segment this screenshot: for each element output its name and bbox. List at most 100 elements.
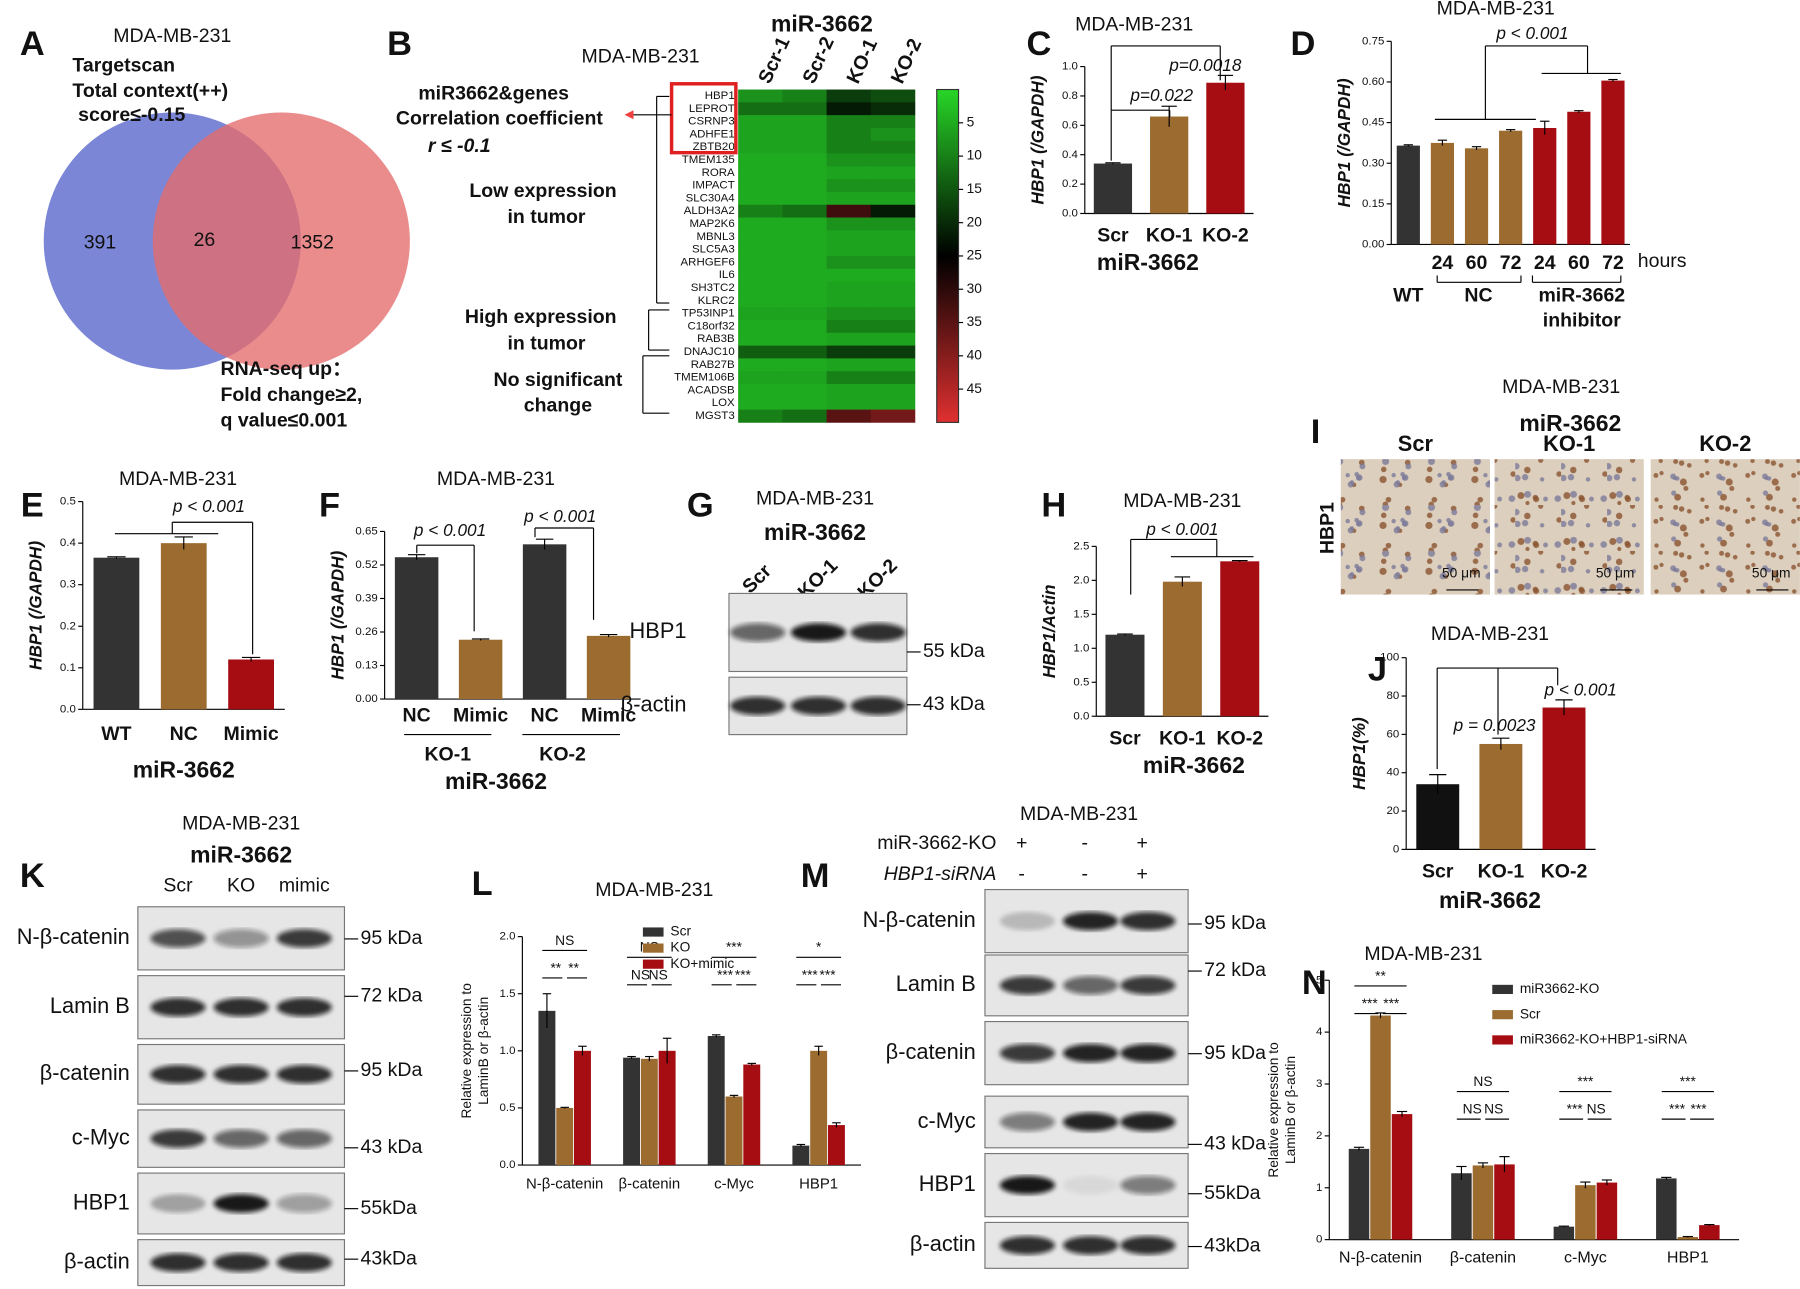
heatmap-cell <box>826 345 872 359</box>
blot-band <box>150 1194 206 1213</box>
y-axis-label: LaminB or β-actin <box>1283 1056 1298 1164</box>
heatmap-cell <box>782 294 827 308</box>
size-marker: 43kDa <box>361 1247 418 1269</box>
heatmap-cell <box>870 140 916 154</box>
x-tick-label: Mimic <box>453 704 508 726</box>
legend-swatch <box>642 959 664 969</box>
heatmap-annotation: change <box>524 394 592 416</box>
colorbar-tick-label: 15 <box>967 181 983 196</box>
heatmap-annotation: in tumor <box>507 206 585 228</box>
blot-row-label: β-catenin <box>40 1060 130 1085</box>
heatmap-cell <box>738 319 783 334</box>
y-axis-label: HBP1 (/GAPDH) <box>25 541 45 670</box>
legend-label: miR3662-KO+HBP1-siRNA <box>1520 1032 1688 1047</box>
legend-swatch <box>642 943 664 953</box>
heatmap-cell <box>826 358 872 372</box>
panel-letter: I <box>1311 413 1321 451</box>
blot-band <box>213 1065 269 1084</box>
significance-label: NS <box>1484 1102 1503 1117</box>
y-tick-label: 0.0 <box>1062 208 1078 220</box>
venn-right-label: q value≤0.001 <box>220 409 347 431</box>
heatmap-cell <box>738 255 783 270</box>
gene-label: RAB3B <box>697 333 735 345</box>
bar <box>1162 581 1202 717</box>
heatmap-cell <box>782 268 827 282</box>
blot-row-label: c-Myc <box>918 1108 976 1133</box>
y-tick-label: 1.5 <box>1073 608 1089 620</box>
scale-label: 50 μm <box>1596 566 1635 581</box>
y-tick-label: 0.60 <box>1362 76 1384 88</box>
heatmap-cell <box>782 358 827 372</box>
heatmap-cell <box>826 319 872 334</box>
blot-band <box>1062 911 1119 931</box>
x-tick-label: Mimic <box>223 723 278 745</box>
significance-label: p < 0.001 <box>1145 519 1218 539</box>
x-axis-unit: hours <box>1638 250 1687 272</box>
blot-band <box>276 1129 332 1148</box>
panel-letter: E <box>21 486 44 524</box>
heatmap-cell <box>782 307 827 321</box>
condition-label: miR-3662-KO <box>877 832 996 854</box>
panel-letter: B <box>387 25 412 63</box>
lane-label: KO <box>227 874 255 896</box>
blot-row-label: HBP1 <box>630 618 687 643</box>
ihc-image <box>1650 459 1800 595</box>
colorbar-tick-label: 30 <box>967 281 983 296</box>
significance-label: p=0.022 <box>1129 85 1193 105</box>
y-tick-label: 0.5 <box>500 1102 516 1114</box>
heatmap-cell <box>870 307 916 321</box>
bar <box>574 1050 591 1166</box>
significance-label: p < 0.001 <box>1495 23 1568 43</box>
condition-sign: - <box>1082 863 1089 885</box>
blot-subtitle: miR-3662 <box>190 841 292 867</box>
significance-label: *** <box>1669 1102 1686 1117</box>
y-axis-label: HBP1(%) <box>1349 717 1369 790</box>
heatmap-cell <box>826 409 872 423</box>
heatmap-cell <box>738 345 783 359</box>
ihc-column-label: KO-2 <box>1699 431 1751 456</box>
gene-label: MGST3 <box>695 410 735 422</box>
bar <box>1370 1015 1391 1240</box>
x-axis-label: miR-3662 <box>445 768 547 794</box>
y-tick-label: 0.8 <box>1062 90 1078 102</box>
condition-label: HBP1-siRNA <box>884 863 997 885</box>
significance-label: *** <box>717 967 734 982</box>
bar <box>228 659 274 710</box>
gene-label: RORA <box>702 167 735 179</box>
heatmap-cell <box>826 102 872 116</box>
venn-left-label: score≤-0.15 <box>78 104 185 126</box>
y-tick-label: 0.0 <box>500 1159 516 1171</box>
x-tick-label: KO-1 <box>1146 225 1193 247</box>
y-tick-label: 4 <box>1316 1026 1323 1038</box>
x-tick-label: NC <box>531 704 559 726</box>
x-tick-label: NC <box>403 704 431 726</box>
heatmap-cell <box>782 371 827 385</box>
blot-band <box>213 1253 269 1272</box>
venn-count: 26 <box>194 229 216 251</box>
y-tick-label: 2.0 <box>500 931 516 943</box>
colorbar-tick-label: 45 <box>967 381 983 396</box>
blot-band <box>213 1194 269 1213</box>
bar <box>1596 1182 1618 1240</box>
legend-label: KO+mimic <box>670 956 734 971</box>
colorbar-tick-label: 40 <box>967 347 983 362</box>
bar <box>743 1064 761 1166</box>
y-tick-label: 1.0 <box>500 1045 516 1057</box>
y-tick-label: 0.2 <box>1062 178 1078 190</box>
significance-label: NS <box>1463 1102 1482 1117</box>
bar <box>522 544 567 700</box>
legend-label: Scr <box>1520 1006 1541 1021</box>
blot-band <box>999 1112 1055 1132</box>
x-tick-label: KO-1 <box>1159 727 1206 749</box>
heatmap-cell <box>870 371 916 385</box>
significance-label: p < 0.001 <box>1544 680 1617 700</box>
y-tick-label: 0.00 <box>355 693 377 705</box>
blot-row-label: Lamin B <box>50 993 130 1018</box>
panel-letter: H <box>1041 486 1066 524</box>
panel-letter: K <box>20 857 45 895</box>
blot-band <box>276 1065 332 1084</box>
y-tick-label: 0.00 <box>1362 239 1384 251</box>
blot-row-label: β-actin <box>64 1248 130 1273</box>
venn-count: 391 <box>84 231 117 253</box>
blot-band <box>1120 911 1176 931</box>
